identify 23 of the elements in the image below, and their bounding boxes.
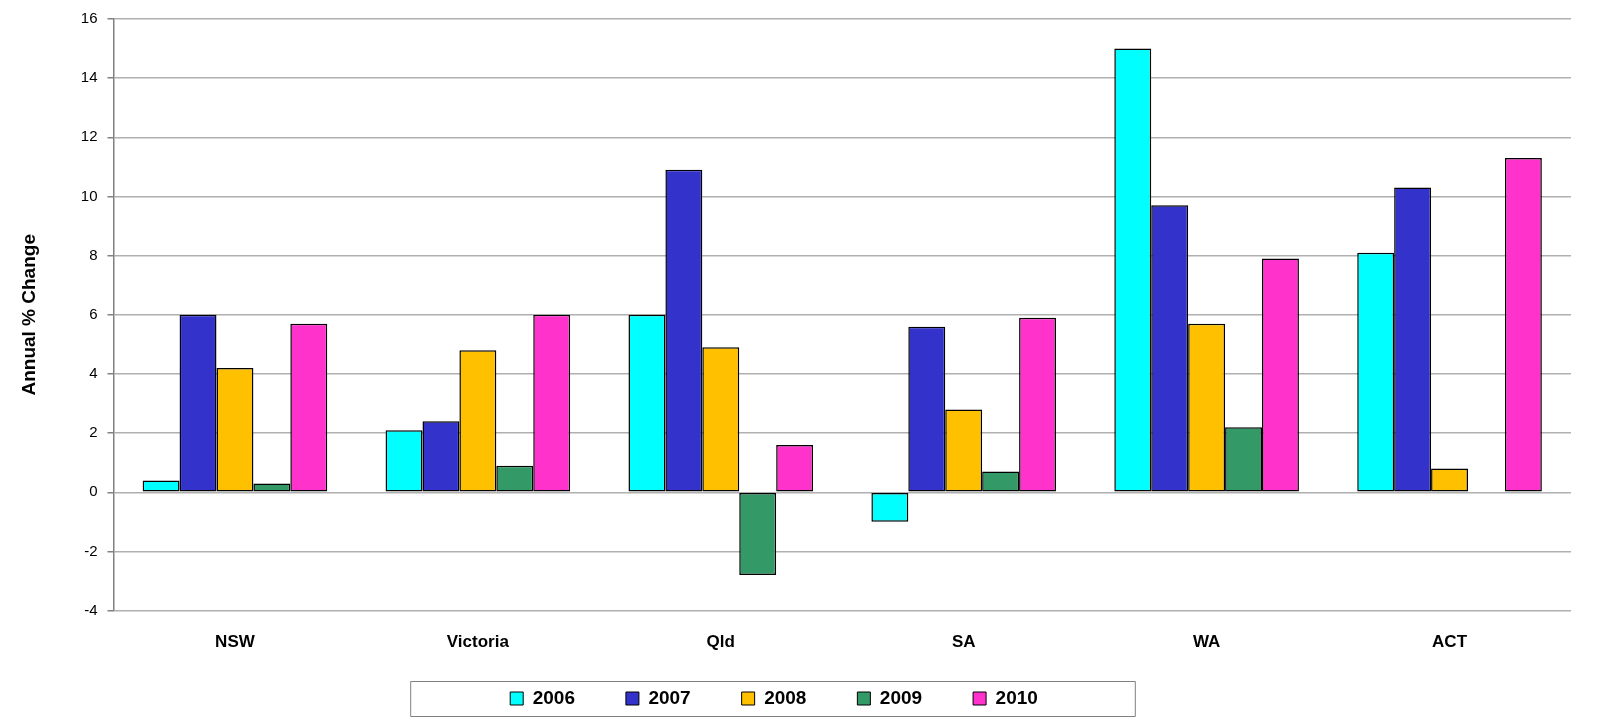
y-tick-label: 6 (89, 304, 98, 322)
y-tick-label: -4 (84, 600, 98, 618)
y-tick-label: 0 (89, 482, 98, 500)
y-tick-label: 2 (89, 423, 98, 441)
x-tick-label: ACT (1432, 632, 1468, 652)
legend-label: 2009 (879, 686, 960, 708)
legend-label: 2006 (532, 686, 612, 708)
x-tick-label: Qld (706, 632, 735, 652)
legend-label: 2010 (995, 686, 1075, 708)
y-tick-label: 10 (80, 186, 98, 204)
y-tick-label: 4 (89, 364, 98, 382)
x-tick-label: WA (1192, 632, 1221, 652)
y-tick-label: 8 (89, 245, 98, 263)
y-tick-label: -2 (84, 541, 98, 559)
x-tick-label: Victoria (446, 632, 510, 652)
y-axis-title: Annual % Change (17, 234, 39, 396)
x-tick-label: SA (951, 632, 976, 652)
x-tick-label: NSW (215, 632, 256, 652)
legend-label: 2007 (648, 686, 728, 708)
y-tick-label: 12 (80, 127, 98, 145)
y-tick-label: 14 (80, 68, 98, 86)
y-tick-label: 16 (80, 9, 98, 27)
legend-label: 2008 (764, 686, 844, 708)
